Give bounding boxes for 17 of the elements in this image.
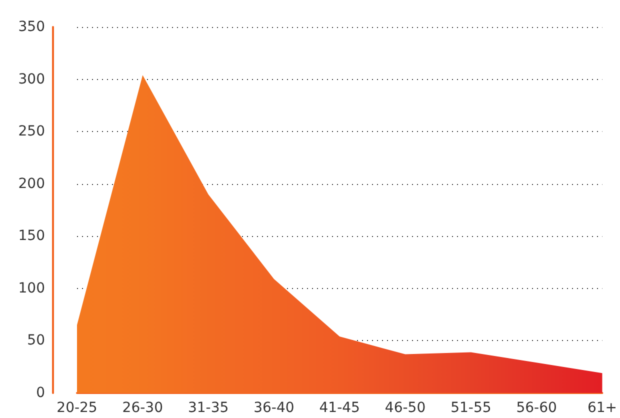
x-tick-label: 51-55 xyxy=(450,400,492,416)
x-tick-label: 26-30 xyxy=(122,400,163,416)
x-tick-label: 20-25 xyxy=(56,400,98,416)
y-tick-label: 250 xyxy=(18,124,45,140)
y-tick-label: 200 xyxy=(18,176,45,192)
y-tick-label: 50 xyxy=(27,332,45,349)
y-tick-label: 100 xyxy=(18,280,45,296)
y-tick-label: 350 xyxy=(18,19,45,35)
y-tick-label: 0 xyxy=(36,385,45,401)
x-tick-label: 46-50 xyxy=(384,400,426,416)
y-tick-label: 150 xyxy=(18,228,45,244)
x-tick-label: 56-60 xyxy=(516,400,557,416)
x-tick-label: 31-35 xyxy=(188,400,229,416)
x-tick-label: 36-40 xyxy=(254,400,294,416)
x-tick-label: 41-45 xyxy=(319,400,360,416)
x-tick-label: 61+ xyxy=(587,400,617,416)
y-tick-label: 300 xyxy=(18,71,45,88)
